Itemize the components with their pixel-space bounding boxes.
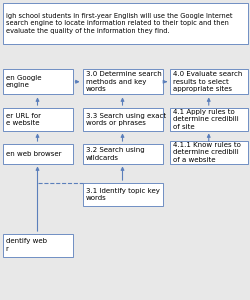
- Text: 3.3 Search using exact
words or phrases: 3.3 Search using exact words or phrases: [86, 112, 166, 126]
- Text: 3.1 Identify topic key
words: 3.1 Identify topic key words: [86, 188, 160, 201]
- Text: 3.0 Determine search
methods and key
words: 3.0 Determine search methods and key wor…: [86, 71, 161, 92]
- FancyBboxPatch shape: [2, 144, 72, 164]
- Text: dentify web
r: dentify web r: [6, 238, 46, 252]
- FancyBboxPatch shape: [2, 69, 72, 94]
- FancyBboxPatch shape: [170, 141, 248, 164]
- FancyBboxPatch shape: [82, 69, 162, 94]
- Text: en Google
engine: en Google engine: [6, 75, 41, 88]
- Text: 4.1 Apply rules to
determine credibili
of site: 4.1 Apply rules to determine credibili o…: [173, 109, 239, 130]
- Text: 4.0 Evaluate search
results to select
appropriate sites: 4.0 Evaluate search results to select ap…: [173, 71, 242, 92]
- Text: en web browser: en web browser: [6, 151, 61, 157]
- Text: 3.2 Search using
wildcards: 3.2 Search using wildcards: [86, 147, 144, 160]
- FancyBboxPatch shape: [170, 108, 248, 130]
- FancyBboxPatch shape: [82, 108, 162, 130]
- FancyBboxPatch shape: [2, 3, 248, 43]
- FancyBboxPatch shape: [82, 183, 162, 206]
- Text: igh school students in first-year English will use the Google Internet
search en: igh school students in first-year Englis…: [6, 13, 232, 34]
- Text: 4.1.1 Know rules to
determine credibili
of a website: 4.1.1 Know rules to determine credibili …: [173, 142, 241, 163]
- FancyBboxPatch shape: [2, 108, 72, 130]
- FancyBboxPatch shape: [82, 144, 162, 164]
- FancyBboxPatch shape: [170, 69, 248, 94]
- FancyBboxPatch shape: [2, 234, 72, 256]
- Text: er URL for
e website: er URL for e website: [6, 112, 40, 126]
